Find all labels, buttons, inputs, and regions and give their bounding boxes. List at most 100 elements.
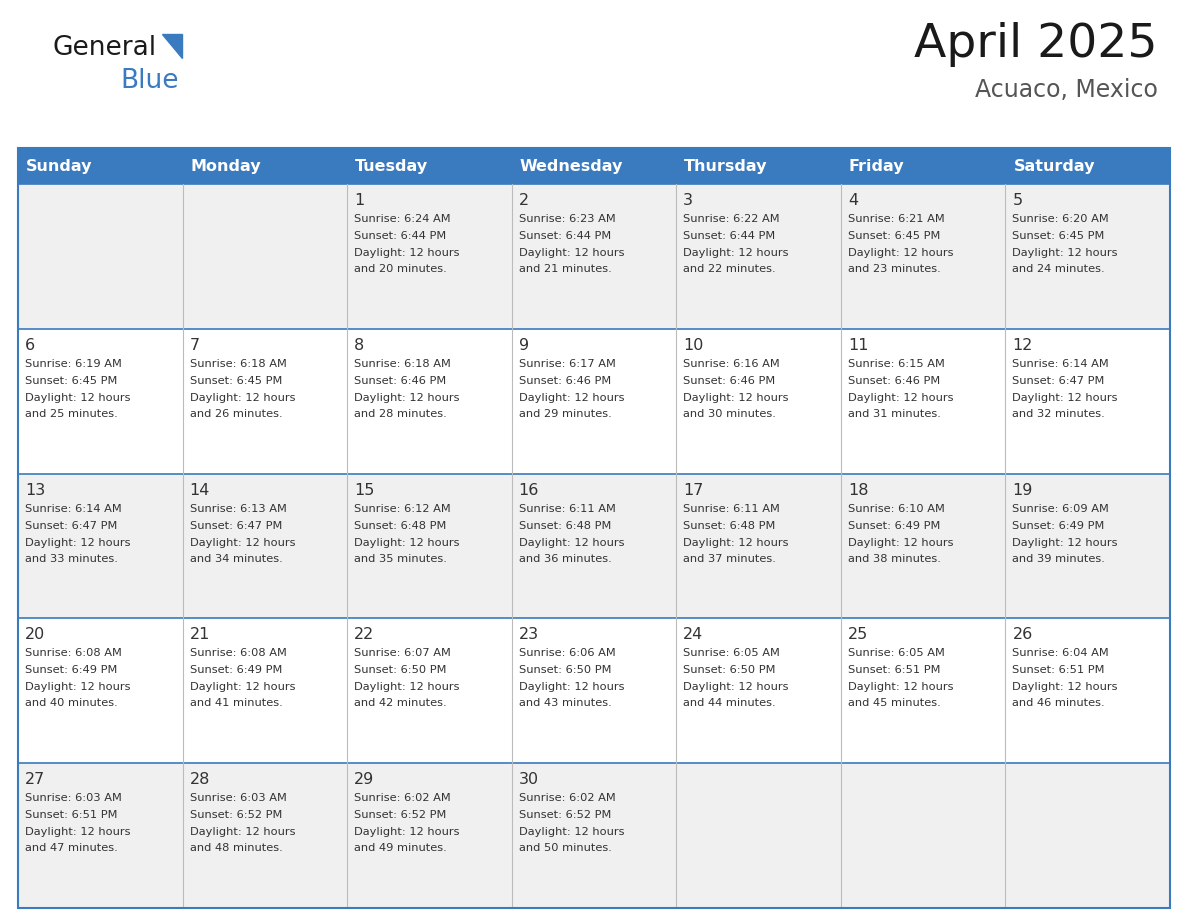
Text: and 26 minutes.: and 26 minutes.: [190, 409, 283, 419]
Text: Sunrise: 6:17 AM: Sunrise: 6:17 AM: [519, 359, 615, 369]
Text: Sunset: 6:47 PM: Sunset: 6:47 PM: [1012, 375, 1105, 386]
Text: Daylight: 12 hours: Daylight: 12 hours: [190, 393, 295, 403]
Text: Daylight: 12 hours: Daylight: 12 hours: [354, 827, 460, 837]
Text: 24: 24: [683, 627, 703, 643]
Text: 6: 6: [25, 338, 36, 353]
Text: Sunset: 6:51 PM: Sunset: 6:51 PM: [25, 811, 118, 820]
Text: Sunset: 6:51 PM: Sunset: 6:51 PM: [1012, 666, 1105, 676]
Text: Sunrise: 6:12 AM: Sunrise: 6:12 AM: [354, 504, 451, 513]
Text: Acuaco, Mexico: Acuaco, Mexico: [975, 78, 1158, 102]
Text: 2: 2: [519, 193, 529, 208]
Text: 16: 16: [519, 483, 539, 498]
Text: 9: 9: [519, 338, 529, 353]
Text: Sunset: 6:49 PM: Sunset: 6:49 PM: [25, 666, 118, 676]
Text: Sunset: 6:44 PM: Sunset: 6:44 PM: [683, 231, 776, 241]
Text: Sunrise: 6:04 AM: Sunrise: 6:04 AM: [1012, 648, 1110, 658]
Text: 30: 30: [519, 772, 539, 788]
Text: and 31 minutes.: and 31 minutes.: [848, 409, 941, 419]
Text: Daylight: 12 hours: Daylight: 12 hours: [848, 682, 953, 692]
Text: Sunset: 6:45 PM: Sunset: 6:45 PM: [190, 375, 282, 386]
Text: Tuesday: Tuesday: [355, 160, 428, 174]
Text: and 43 minutes.: and 43 minutes.: [519, 699, 612, 709]
Text: and 28 minutes.: and 28 minutes.: [354, 409, 447, 419]
Text: Sunrise: 6:19 AM: Sunrise: 6:19 AM: [25, 359, 122, 369]
Text: Monday: Monday: [190, 160, 261, 174]
Text: 3: 3: [683, 193, 694, 208]
Text: Sunset: 6:47 PM: Sunset: 6:47 PM: [25, 521, 118, 531]
Text: and 20 minutes.: and 20 minutes.: [354, 264, 447, 274]
Text: 18: 18: [848, 483, 868, 498]
Text: and 25 minutes.: and 25 minutes.: [25, 409, 118, 419]
Text: 19: 19: [1012, 483, 1032, 498]
Text: Daylight: 12 hours: Daylight: 12 hours: [25, 682, 131, 692]
Text: Daylight: 12 hours: Daylight: 12 hours: [519, 393, 624, 403]
Text: Sunrise: 6:09 AM: Sunrise: 6:09 AM: [1012, 504, 1110, 513]
Text: and 38 minutes.: and 38 minutes.: [848, 554, 941, 564]
Text: Sunset: 6:45 PM: Sunset: 6:45 PM: [848, 231, 940, 241]
Text: Daylight: 12 hours: Daylight: 12 hours: [519, 827, 624, 837]
Text: 26: 26: [1012, 627, 1032, 643]
Text: Sunset: 6:46 PM: Sunset: 6:46 PM: [519, 375, 611, 386]
Text: and 49 minutes.: and 49 minutes.: [354, 844, 447, 853]
Text: Sunrise: 6:05 AM: Sunrise: 6:05 AM: [683, 648, 781, 658]
Text: Sunset: 6:49 PM: Sunset: 6:49 PM: [1012, 521, 1105, 531]
Text: and 48 minutes.: and 48 minutes.: [190, 844, 283, 853]
Text: April 2025: April 2025: [915, 22, 1158, 67]
Text: Sunset: 6:51 PM: Sunset: 6:51 PM: [848, 666, 941, 676]
Text: Sunrise: 6:03 AM: Sunrise: 6:03 AM: [25, 793, 122, 803]
Text: 13: 13: [25, 483, 45, 498]
Text: Sunset: 6:45 PM: Sunset: 6:45 PM: [25, 375, 118, 386]
Text: Sunset: 6:52 PM: Sunset: 6:52 PM: [519, 811, 611, 820]
Bar: [18, 329, 1170, 474]
Bar: [18, 474, 1170, 619]
Text: Daylight: 12 hours: Daylight: 12 hours: [683, 682, 789, 692]
Text: and 50 minutes.: and 50 minutes.: [519, 844, 612, 853]
Text: Sunrise: 6:18 AM: Sunrise: 6:18 AM: [354, 359, 451, 369]
Bar: [18, 148, 1170, 908]
Text: 8: 8: [354, 338, 365, 353]
Text: Sunset: 6:46 PM: Sunset: 6:46 PM: [354, 375, 447, 386]
Text: Sunrise: 6:08 AM: Sunrise: 6:08 AM: [190, 648, 286, 658]
Text: Sunrise: 6:05 AM: Sunrise: 6:05 AM: [848, 648, 944, 658]
Text: 15: 15: [354, 483, 374, 498]
Text: and 34 minutes.: and 34 minutes.: [190, 554, 283, 564]
Text: Sunrise: 6:06 AM: Sunrise: 6:06 AM: [519, 648, 615, 658]
Text: Sunrise: 6:02 AM: Sunrise: 6:02 AM: [519, 793, 615, 803]
Text: Sunrise: 6:13 AM: Sunrise: 6:13 AM: [190, 504, 286, 513]
Text: Sunset: 6:52 PM: Sunset: 6:52 PM: [354, 811, 447, 820]
Text: and 41 minutes.: and 41 minutes.: [190, 699, 283, 709]
Text: Daylight: 12 hours: Daylight: 12 hours: [683, 393, 789, 403]
Bar: [18, 184, 1170, 329]
Bar: [18, 148, 1170, 184]
Text: and 22 minutes.: and 22 minutes.: [683, 264, 776, 274]
Text: and 32 minutes.: and 32 minutes.: [1012, 409, 1105, 419]
Text: and 35 minutes.: and 35 minutes.: [354, 554, 447, 564]
Text: and 46 minutes.: and 46 minutes.: [1012, 699, 1105, 709]
Text: Sunset: 6:50 PM: Sunset: 6:50 PM: [683, 666, 776, 676]
Text: 7: 7: [190, 338, 200, 353]
Text: Wednesday: Wednesday: [519, 160, 623, 174]
Text: 10: 10: [683, 338, 703, 353]
Text: Sunrise: 6:24 AM: Sunrise: 6:24 AM: [354, 214, 450, 224]
Text: and 30 minutes.: and 30 minutes.: [683, 409, 776, 419]
Text: Daylight: 12 hours: Daylight: 12 hours: [25, 538, 131, 548]
Text: Daylight: 12 hours: Daylight: 12 hours: [25, 393, 131, 403]
Text: Sunset: 6:48 PM: Sunset: 6:48 PM: [354, 521, 447, 531]
Text: Sunrise: 6:21 AM: Sunrise: 6:21 AM: [848, 214, 944, 224]
Text: and 40 minutes.: and 40 minutes.: [25, 699, 118, 709]
Text: Sunrise: 6:08 AM: Sunrise: 6:08 AM: [25, 648, 122, 658]
Text: Sunset: 6:45 PM: Sunset: 6:45 PM: [1012, 231, 1105, 241]
Text: Sunrise: 6:03 AM: Sunrise: 6:03 AM: [190, 793, 286, 803]
Text: Daylight: 12 hours: Daylight: 12 hours: [354, 682, 460, 692]
Text: Daylight: 12 hours: Daylight: 12 hours: [683, 248, 789, 258]
Text: Sunset: 6:46 PM: Sunset: 6:46 PM: [683, 375, 776, 386]
Text: 12: 12: [1012, 338, 1032, 353]
Text: and 45 minutes.: and 45 minutes.: [848, 699, 941, 709]
Text: 14: 14: [190, 483, 210, 498]
Text: Daylight: 12 hours: Daylight: 12 hours: [848, 393, 953, 403]
Text: Sunrise: 6:07 AM: Sunrise: 6:07 AM: [354, 648, 451, 658]
Text: 22: 22: [354, 627, 374, 643]
Text: 17: 17: [683, 483, 703, 498]
Text: Sunrise: 6:23 AM: Sunrise: 6:23 AM: [519, 214, 615, 224]
Text: 25: 25: [848, 627, 868, 643]
